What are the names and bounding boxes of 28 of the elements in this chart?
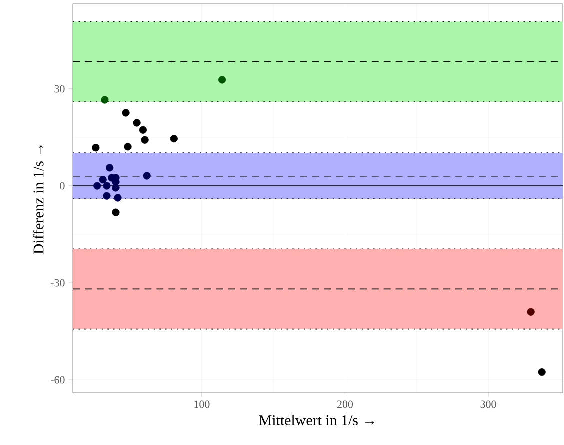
point — [114, 194, 122, 202]
point — [103, 182, 111, 190]
point — [170, 135, 178, 143]
point — [99, 176, 107, 184]
y-tick-label: -30 — [51, 279, 65, 287]
y-tick-label: 30 — [54, 85, 65, 93]
point — [122, 109, 130, 117]
point — [139, 126, 148, 134]
y-tick-label: -60 — [51, 376, 65, 384]
point — [527, 308, 535, 316]
y-axis-title: Differenz in 1/s → — [33, 145, 44, 254]
point — [94, 182, 102, 190]
x-tick-label: 300 — [480, 400, 496, 408]
x-tick-label: 100 — [194, 400, 210, 408]
y-tick-label: 0 — [60, 182, 65, 190]
point — [218, 76, 226, 84]
point — [124, 143, 132, 151]
point — [101, 96, 109, 104]
x-tick-label: 200 — [337, 400, 354, 408]
point — [133, 119, 141, 127]
point — [103, 192, 111, 200]
x-axis-title: Mittelwert in 1/s → — [259, 415, 374, 426]
point — [141, 136, 149, 144]
point — [106, 164, 114, 172]
point — [143, 172, 151, 180]
point — [538, 368, 546, 376]
point — [112, 208, 120, 216]
point — [92, 144, 100, 152]
